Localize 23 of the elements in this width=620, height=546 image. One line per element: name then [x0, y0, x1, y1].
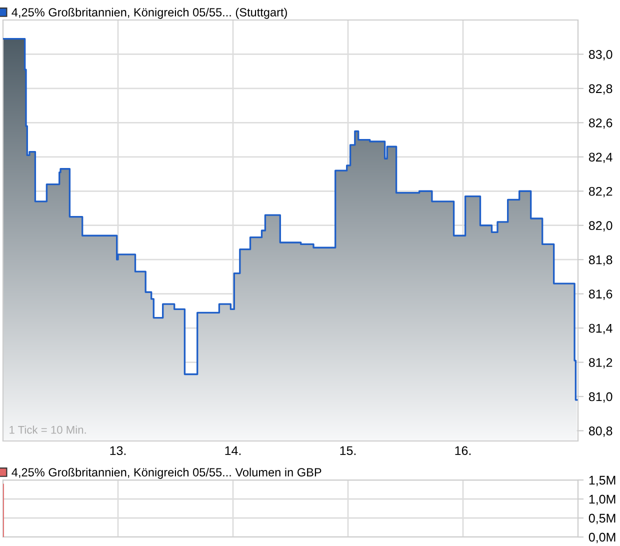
annotation: 1 Tick = 10 Min.: [10, 426, 86, 434]
y-tick-label: 81,4: [588, 324, 612, 334]
y-tick-label: 0,5M: [588, 514, 616, 524]
y-tick-label: 81,0: [588, 392, 612, 403]
y-tick-label: 82,6: [588, 118, 612, 129]
y-tick-label: 81,6: [588, 290, 612, 300]
y-tick-label: 82,4: [588, 152, 612, 164]
y-tick-label: 80,8: [588, 426, 612, 437]
y-tick-label: 0,0M: [588, 532, 616, 544]
y-tick-label: 81,8: [588, 255, 612, 266]
y-tick-label: 83,0: [588, 50, 612, 60]
legend-label: 4,25% Großbritannien, Königreich 05/55... Volumen in GBP: [12, 468, 322, 479]
y-tick-label: 82,0: [588, 221, 612, 232]
y-tick-label: 82,2: [588, 186, 612, 198]
y-tick-label: 1,5M: [589, 476, 616, 486]
y-tick-label: 81,2: [588, 358, 612, 368]
legend-label: 4,25% Großbritannien, Königreich 05/55... (Stuttgart): [12, 8, 287, 19]
x-tick-label: 14.: [225, 446, 241, 455]
x-tick-label: 15.: [340, 446, 356, 456]
x-tick-label: 13.: [110, 446, 126, 456]
y-tick-label: 1,0M: [589, 494, 616, 506]
y-tick-label: 82,8: [588, 84, 612, 95]
x-tick-label: 16.: [455, 446, 471, 456]
